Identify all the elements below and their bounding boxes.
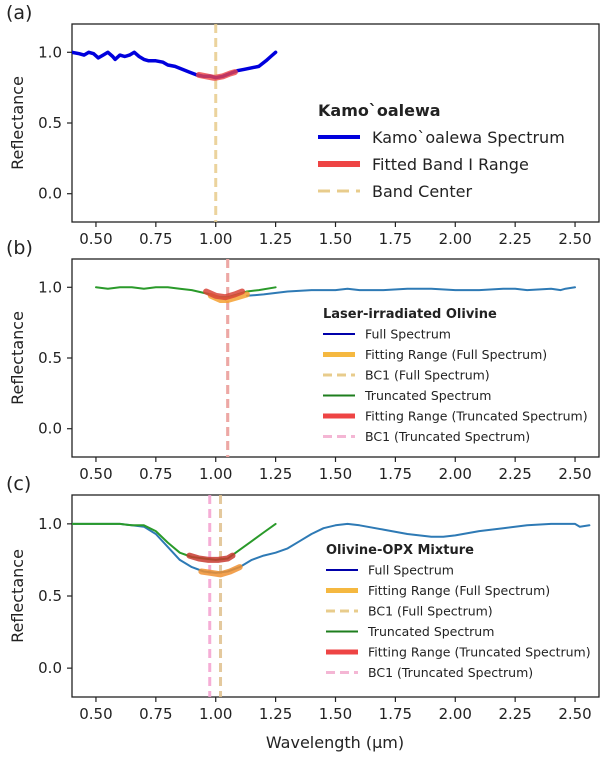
- x-tick-label: 2.00: [439, 705, 472, 723]
- x-tick-label: 1.75: [379, 230, 412, 248]
- legend-entry-label: BC1 (Full Spectrum): [368, 604, 493, 619]
- x-tick-label: 1.75: [379, 705, 412, 723]
- y-tick-label: 1.0: [38, 43, 62, 61]
- legend-entry-label: Fitting Range (Full Spectrum): [365, 347, 547, 362]
- x-tick-label: 0.50: [79, 465, 112, 483]
- x-tick-label: 1.25: [259, 465, 292, 483]
- x-tick-label: 2.00: [439, 230, 472, 248]
- series-fitted-band-i-range: [196, 69, 238, 81]
- x-tick-label: 1.50: [319, 465, 352, 483]
- legend-entry-label: Truncated Spectrum: [367, 624, 494, 639]
- x-tick-label: 2.00: [439, 465, 472, 483]
- x-tick-label: 0.75: [139, 465, 172, 483]
- x-tick-label: 0.75: [139, 705, 172, 723]
- x-tick-label: 1.00: [199, 230, 232, 248]
- legend-entry-label: Full Spectrum: [365, 327, 451, 342]
- x-tick-label: 1.00: [199, 705, 232, 723]
- panel-c: (c) 0.50 0.75 1.00 1.25 1.50 1.75 2.00 2.25 2.50 0…: [6, 473, 600, 723]
- x-tick-label: 1.75: [379, 465, 412, 483]
- series-full-spectrum: [72, 522, 591, 574]
- x-tick-label: 2.50: [558, 705, 591, 723]
- legend-title: Olivine-OPX Mixture: [326, 543, 474, 558]
- plot-area: [72, 495, 591, 697]
- y-tick-label: 0.0: [38, 420, 62, 438]
- legend-entry-label: Kamo`oalewa Spectrum: [372, 128, 565, 147]
- x-tick-label: 0.50: [79, 230, 112, 248]
- legend-entry-label: BC1 (Truncated Spectrum): [365, 429, 530, 444]
- plot-area: [72, 24, 278, 222]
- panel-label: (c): [6, 473, 31, 495]
- y-tick-label: 1.0: [38, 278, 62, 296]
- y-tick-label: 0.5: [38, 114, 62, 132]
- panel-label: (b): [6, 237, 33, 259]
- y-tick-label: 0.5: [38, 349, 62, 367]
- axes-frame: [71, 23, 600, 223]
- legend: Laser-irradiated Olivine Full Spectrum Fit…: [323, 307, 588, 444]
- x-tick-label: 2.50: [558, 465, 591, 483]
- x-tick-label: 1.50: [319, 705, 352, 723]
- legend-title: Laser-irradiated Olivine: [323, 307, 497, 322]
- y-tick-label: 0.0: [38, 185, 62, 203]
- legend-entry-label: Band Center: [372, 182, 472, 201]
- series-fitting-range-full-spectrum-: [198, 564, 243, 578]
- legend-entry-label: Truncated Spectrum: [364, 388, 491, 403]
- panel-b: (b) 0.50 0.75 1.00 1.25 1.50 1.75 2.00 2.25 2.50 0…: [6, 237, 600, 483]
- series-fitting-range-truncated-spectrum-: [203, 288, 246, 301]
- legend-entry-label: Fitting Range (Truncated Spectrum): [368, 645, 591, 660]
- y-tick-label: 0.0: [38, 659, 62, 677]
- x-tick-label: 1.50: [319, 230, 352, 248]
- x-tick-label: 1.25: [259, 230, 292, 248]
- legend-entry-label: Fitting Range (Truncated Spectrum): [365, 409, 588, 424]
- series-fitting-range-truncated-spectrum-: [186, 552, 236, 563]
- panel-label: (a): [6, 2, 32, 24]
- series-kamo-oalewa-spectrum: [72, 50, 278, 80]
- legend-entry-label: Full Spectrum: [368, 563, 454, 578]
- x-tick-label: 0.50: [79, 705, 112, 723]
- x-tick-label: 0.75: [139, 230, 172, 248]
- x-tick-label: 2.25: [498, 705, 531, 723]
- x-tick-label: 1.00: [199, 465, 232, 483]
- panel-a: (a) 0.50 0.75 1.00 1.25 1.50 1.75 2.00 2.25 2.50 0…: [6, 2, 600, 248]
- y-axis-label: Reflectance: [8, 549, 27, 643]
- x-axis-label: Wavelength (µm): [266, 733, 404, 752]
- x-tick-label: 2.25: [498, 230, 531, 248]
- x-tick-label: 2.25: [498, 465, 531, 483]
- x-tick-label: 1.25: [259, 705, 292, 723]
- y-tick-label: 0.5: [38, 587, 62, 605]
- y-axis-label: Reflectance: [8, 311, 27, 405]
- plot-area: [95, 259, 576, 457]
- y-axis-label: Reflectance: [8, 76, 27, 170]
- x-tick-label: 2.50: [558, 230, 591, 248]
- legend-entry-label: Fitted Band I Range: [372, 155, 529, 174]
- series-full-spectrum: [245, 286, 576, 297]
- series-truncated-spectrum: [72, 522, 277, 561]
- y-tick-label: 1.0: [38, 515, 62, 533]
- legend-entry-label: BC1 (Truncated Spectrum): [368, 665, 533, 680]
- legend-entry-label: Fitting Range (Full Spectrum): [368, 583, 550, 598]
- legend-entry-label: BC1 (Full Spectrum): [365, 368, 490, 383]
- legend: Kamo`oalewa Kamo`oalewa Spectrum Fitted Ba…: [318, 101, 565, 201]
- legend-title: Kamo`oalewa: [318, 101, 441, 120]
- legend: Olivine-OPX Mixture Full Spectrum Fitting …: [326, 543, 591, 680]
